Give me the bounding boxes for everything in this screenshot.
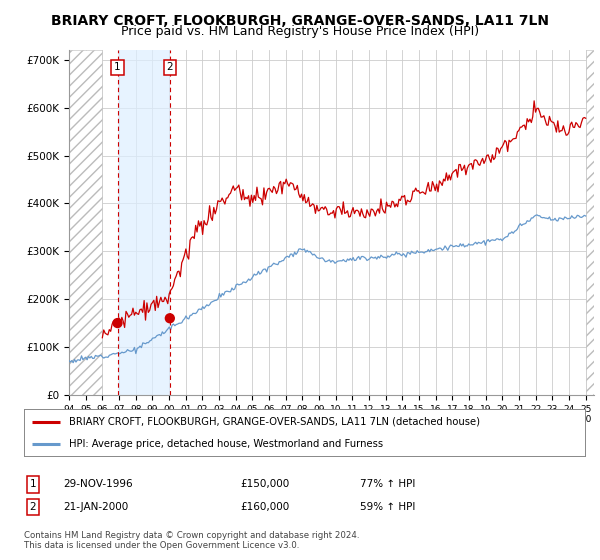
Text: 21-JAN-2000: 21-JAN-2000 — [63, 502, 128, 512]
Text: BRIARY CROFT, FLOOKBURGH, GRANGE-OVER-SANDS, LA11 7LN: BRIARY CROFT, FLOOKBURGH, GRANGE-OVER-SA… — [51, 14, 549, 28]
Text: Price paid vs. HM Land Registry's House Price Index (HPI): Price paid vs. HM Land Registry's House … — [121, 25, 479, 38]
Point — [165, 314, 175, 323]
Text: Contains HM Land Registry data © Crown copyright and database right 2024.
This d: Contains HM Land Registry data © Crown c… — [24, 530, 359, 550]
Text: 2: 2 — [29, 502, 37, 512]
Point — [113, 319, 122, 328]
Text: BRIARY CROFT, FLOOKBURGH, GRANGE-OVER-SANDS, LA11 7LN (detached house): BRIARY CROFT, FLOOKBURGH, GRANGE-OVER-SA… — [69, 417, 480, 427]
Text: 59% ↑ HPI: 59% ↑ HPI — [360, 502, 415, 512]
Bar — [118, 50, 170, 395]
Bar — [586, 50, 594, 395]
Text: 77% ↑ HPI: 77% ↑ HPI — [360, 479, 415, 489]
Bar — [69, 50, 103, 395]
Text: 1: 1 — [114, 63, 121, 72]
Text: HPI: Average price, detached house, Westmorland and Furness: HPI: Average price, detached house, West… — [69, 438, 383, 449]
Text: 29-NOV-1996: 29-NOV-1996 — [63, 479, 133, 489]
Text: 2: 2 — [167, 63, 173, 72]
Text: £150,000: £150,000 — [240, 479, 289, 489]
Text: £160,000: £160,000 — [240, 502, 289, 512]
Text: 1: 1 — [29, 479, 37, 489]
